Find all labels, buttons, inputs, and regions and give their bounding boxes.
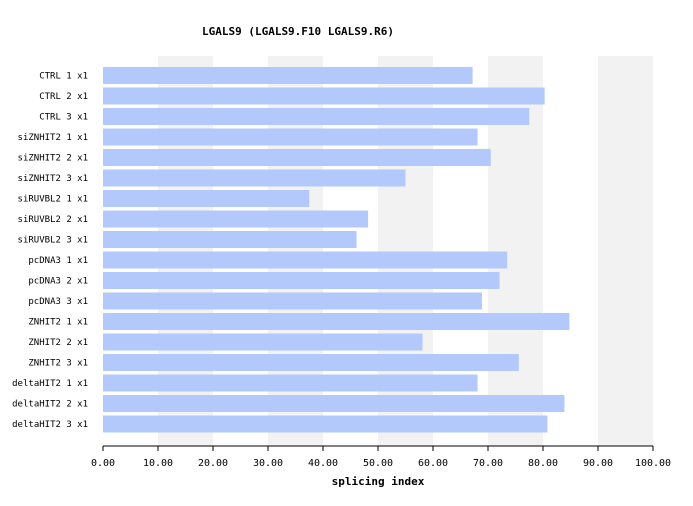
x-tick-label: 0.00 xyxy=(91,458,115,469)
category-label: siZNHIT2 2 x1 xyxy=(18,154,88,164)
x-axis-ticks: 0.00 10.00 20.00 30.00 40.00 50.00 60.00 70.00 8… xyxy=(91,446,671,469)
x-tick-label: 60.00 xyxy=(418,458,448,469)
category-label: ZNHIT2 2 x1 xyxy=(28,338,88,348)
bar xyxy=(103,190,310,207)
category-label: deltaHIT2 3 x1 xyxy=(12,420,88,430)
category-label: deltaHIT2 2 x1 xyxy=(12,400,88,410)
bar xyxy=(103,210,369,228)
category-labels: CTRL 1 x1 CTRL 2 x1 CTRL 3 x1 siZNHIT2 1 x1… xyxy=(12,72,88,431)
bar xyxy=(103,415,548,433)
bar xyxy=(103,292,482,310)
bar xyxy=(103,108,530,125)
category-label: siRUVBL2 2 x1 xyxy=(18,215,88,225)
bar xyxy=(103,87,545,105)
category-label: siZNHIT2 3 x1 xyxy=(18,174,88,184)
x-tick-label: 50.00 xyxy=(363,458,393,469)
x-tick-label: 30.00 xyxy=(253,458,283,469)
category-label: ZNHIT2 3 x1 xyxy=(28,359,88,369)
category-label: pcDNA3 2 x1 xyxy=(28,277,88,287)
background-band xyxy=(598,56,653,446)
category-label: siZNHIT2 1 x1 xyxy=(18,133,88,143)
category-label: siRUVBL2 1 x1 xyxy=(18,195,88,205)
bar xyxy=(103,354,519,371)
category-label: pcDNA3 3 x1 xyxy=(28,297,88,307)
chart-title: LGALS9 (LGALS9.F10 LGALS9.R6) xyxy=(202,25,394,38)
x-tick-label: 10.00 xyxy=(143,458,173,469)
bar xyxy=(103,231,357,248)
bar xyxy=(103,333,423,351)
bar xyxy=(103,128,478,146)
category-label: ZNHIT2 1 x1 xyxy=(28,318,88,328)
category-label: pcDNA3 1 x1 xyxy=(28,256,88,266)
category-label: CTRL 1 x1 xyxy=(39,72,88,82)
bar xyxy=(103,272,500,289)
bar xyxy=(103,313,570,330)
bar xyxy=(103,169,406,187)
bar xyxy=(103,251,508,269)
bar xyxy=(103,149,491,166)
x-tick-label: 70.00 xyxy=(473,458,503,469)
bars xyxy=(103,67,570,433)
bar xyxy=(103,395,565,412)
category-label: deltaHIT2 1 x1 xyxy=(12,379,88,389)
x-axis-label: splicing index xyxy=(332,475,425,488)
x-tick-label: 20.00 xyxy=(198,458,228,469)
x-tick-label: 40.00 xyxy=(308,458,338,469)
x-tick-label: 90.00 xyxy=(583,458,613,469)
category-label: siRUVBL2 3 x1 xyxy=(18,236,88,246)
bar xyxy=(103,67,473,84)
x-tick-label: 80.00 xyxy=(528,458,558,469)
category-label: CTRL 3 x1 xyxy=(39,113,88,123)
category-label: CTRL 2 x1 xyxy=(39,92,88,102)
x-tick-label: 100.00 xyxy=(635,458,671,469)
bar xyxy=(103,374,478,392)
